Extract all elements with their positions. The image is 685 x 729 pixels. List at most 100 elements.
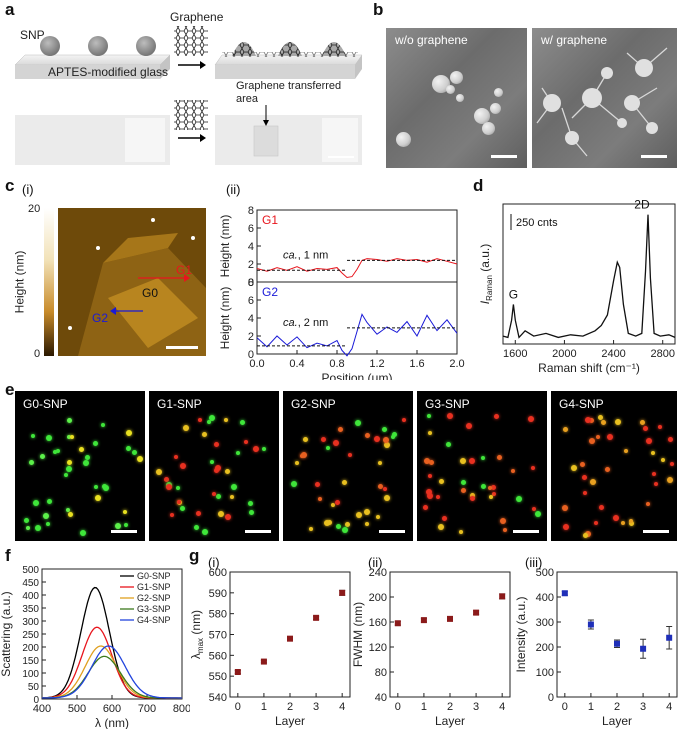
- nanoparticle-spot: [248, 501, 254, 507]
- scalebar-label: 250 cnts: [516, 217, 558, 229]
- nanoparticle-spot: [24, 518, 30, 524]
- y-tick-label: 500: [536, 567, 554, 579]
- x-axis-label: Layer: [435, 714, 465, 728]
- nanoparticle-spot: [231, 483, 238, 490]
- nanoparticle-spot: [83, 459, 90, 466]
- x-tick-label: 2.0: [449, 358, 464, 370]
- y-tick-label: 570: [209, 630, 227, 642]
- chart-raman: 1600 2000 2400 2800 G 2D 250 cnts Raman shift (…: [478, 198, 676, 375]
- scale-bar: [111, 530, 137, 533]
- nanoparticle-spot: [195, 510, 201, 516]
- nanoparticle-spot: [239, 420, 245, 426]
- nanoparticle-spot: [666, 476, 673, 483]
- afm-label-g2: G2: [92, 311, 109, 325]
- nanoparticle-spot: [193, 524, 199, 530]
- nanoparticle-spot: [629, 518, 634, 523]
- nanoparticle-spot: [615, 419, 622, 426]
- nanoparticle-spot: [252, 445, 259, 452]
- darkfield-image-g4-snp: G4-SNP: [551, 391, 677, 541]
- y-tick-label: 150: [22, 656, 39, 667]
- legend-entry: G3-SNP: [137, 604, 171, 614]
- chart-fwhm: 0 1 2 3 4 40 80 120 160 200 240 Layer FWHM (nm): [352, 567, 511, 728]
- x-tick-label: 3: [313, 701, 319, 713]
- nanoparticle-spot: [132, 450, 137, 456]
- x-tick-label: 1: [421, 701, 427, 713]
- nanoparticle-spot: [374, 436, 381, 443]
- data-point: [420, 617, 427, 624]
- sem-image-without-graphene: w/o graphene: [386, 28, 527, 168]
- colorbar-label: Height (nm): [12, 250, 27, 314]
- colorbar-min: 0: [34, 348, 41, 360]
- nanoparticle-spot: [214, 442, 220, 448]
- nanoparticle-spot: [124, 523, 129, 528]
- nanoparticle-spot: [126, 445, 131, 451]
- nanoparticle-spot: [645, 501, 650, 506]
- y-tick-label: 2: [248, 331, 254, 343]
- darkfield-caption: G1-SNP: [157, 397, 202, 411]
- nanoparticle-spot: [69, 435, 74, 440]
- y-tick-label: 500: [22, 565, 39, 576]
- nanoparticle-spot: [640, 419, 646, 425]
- x-tick-label: 2400: [601, 348, 625, 360]
- peak-label: G: [509, 287, 518, 301]
- data-point: [666, 634, 673, 641]
- nanoparticle-spot: [136, 456, 143, 463]
- nanoparticle-spot: [459, 530, 464, 535]
- nanoparticle-spot: [585, 416, 592, 423]
- nanoparticle-spot: [236, 451, 241, 456]
- nanoparticle-spot: [580, 462, 586, 468]
- nanoparticle-spot: [67, 417, 73, 423]
- nanoparticle-spot: [202, 528, 209, 535]
- nanoparticle-spot: [364, 432, 370, 438]
- legend-entry: G0-SNP: [137, 571, 171, 581]
- nanoparticle-spot: [341, 480, 347, 486]
- y-tick-label: 2: [248, 259, 254, 271]
- y-tick-label: 250: [22, 630, 39, 641]
- nanoparticle-spot: [45, 435, 52, 442]
- arrow-blue-icon: [110, 307, 116, 315]
- nanoparticle-spot: [79, 529, 86, 536]
- nanoparticle-spot: [427, 431, 432, 436]
- nanoparticle-spot: [34, 525, 41, 532]
- nanoparticle-spot: [653, 481, 658, 486]
- nanoparticle-spot: [528, 415, 535, 422]
- nanoparticle-spot: [66, 466, 73, 473]
- nanoparticle-spot: [531, 466, 536, 471]
- y-tick-label: 450: [22, 578, 39, 589]
- x-tick-label: 4: [499, 701, 505, 713]
- nanoparticle-spot: [459, 458, 466, 465]
- nanoparticle-spot: [563, 427, 569, 433]
- nanoparticle-spot: [424, 457, 431, 464]
- nanoparticle-spot: [589, 418, 595, 424]
- x-tick-label: 1600: [503, 348, 527, 360]
- legend-entry: G4-SNP: [137, 615, 171, 625]
- y-tick-label: 350: [22, 604, 39, 615]
- x-axis-label: Layer: [602, 714, 632, 728]
- darkfield-caption: G4-SNP: [559, 397, 604, 411]
- nanoparticle-spot: [338, 426, 344, 432]
- height-colorbar: [44, 208, 54, 356]
- sublabel-c-ii: (ii): [226, 182, 241, 197]
- y-tick-label: 240: [369, 567, 387, 579]
- scale-bar: [513, 530, 539, 533]
- y-axis-label-top: Height (nm): [218, 215, 232, 278]
- x-tick-label: 500: [68, 703, 86, 715]
- nanoparticle-spot: [447, 413, 454, 420]
- nanoparticle-spot: [623, 448, 628, 453]
- nanoparticle-spot: [208, 414, 215, 421]
- y-tick-label: 4: [248, 241, 254, 253]
- nanoparticle-spot: [376, 514, 381, 519]
- nanoparticle-spot: [426, 493, 433, 500]
- nanoparticle-spot: [596, 435, 601, 440]
- nanoparticle-spot: [511, 469, 516, 474]
- sublabel-c-i: (i): [22, 182, 34, 197]
- nanoparticle-spot: [320, 436, 326, 442]
- x-tick-label: 2: [287, 701, 293, 713]
- panel-label-g: g: [189, 546, 200, 565]
- legend-entry: G2-SNP: [137, 593, 171, 603]
- nanoparticle-spot: [391, 435, 396, 440]
- y-tick-label: 100: [536, 667, 554, 679]
- panel-c-i-afm: 20 0 Height (nm) G1 G0 G2: [10, 190, 220, 370]
- nanoparticle-spot: [492, 492, 497, 497]
- chart-scattering-spectra: 400 500 600 700 800 0 50 100 150 200 250 300 350 400 4…: [0, 565, 190, 729]
